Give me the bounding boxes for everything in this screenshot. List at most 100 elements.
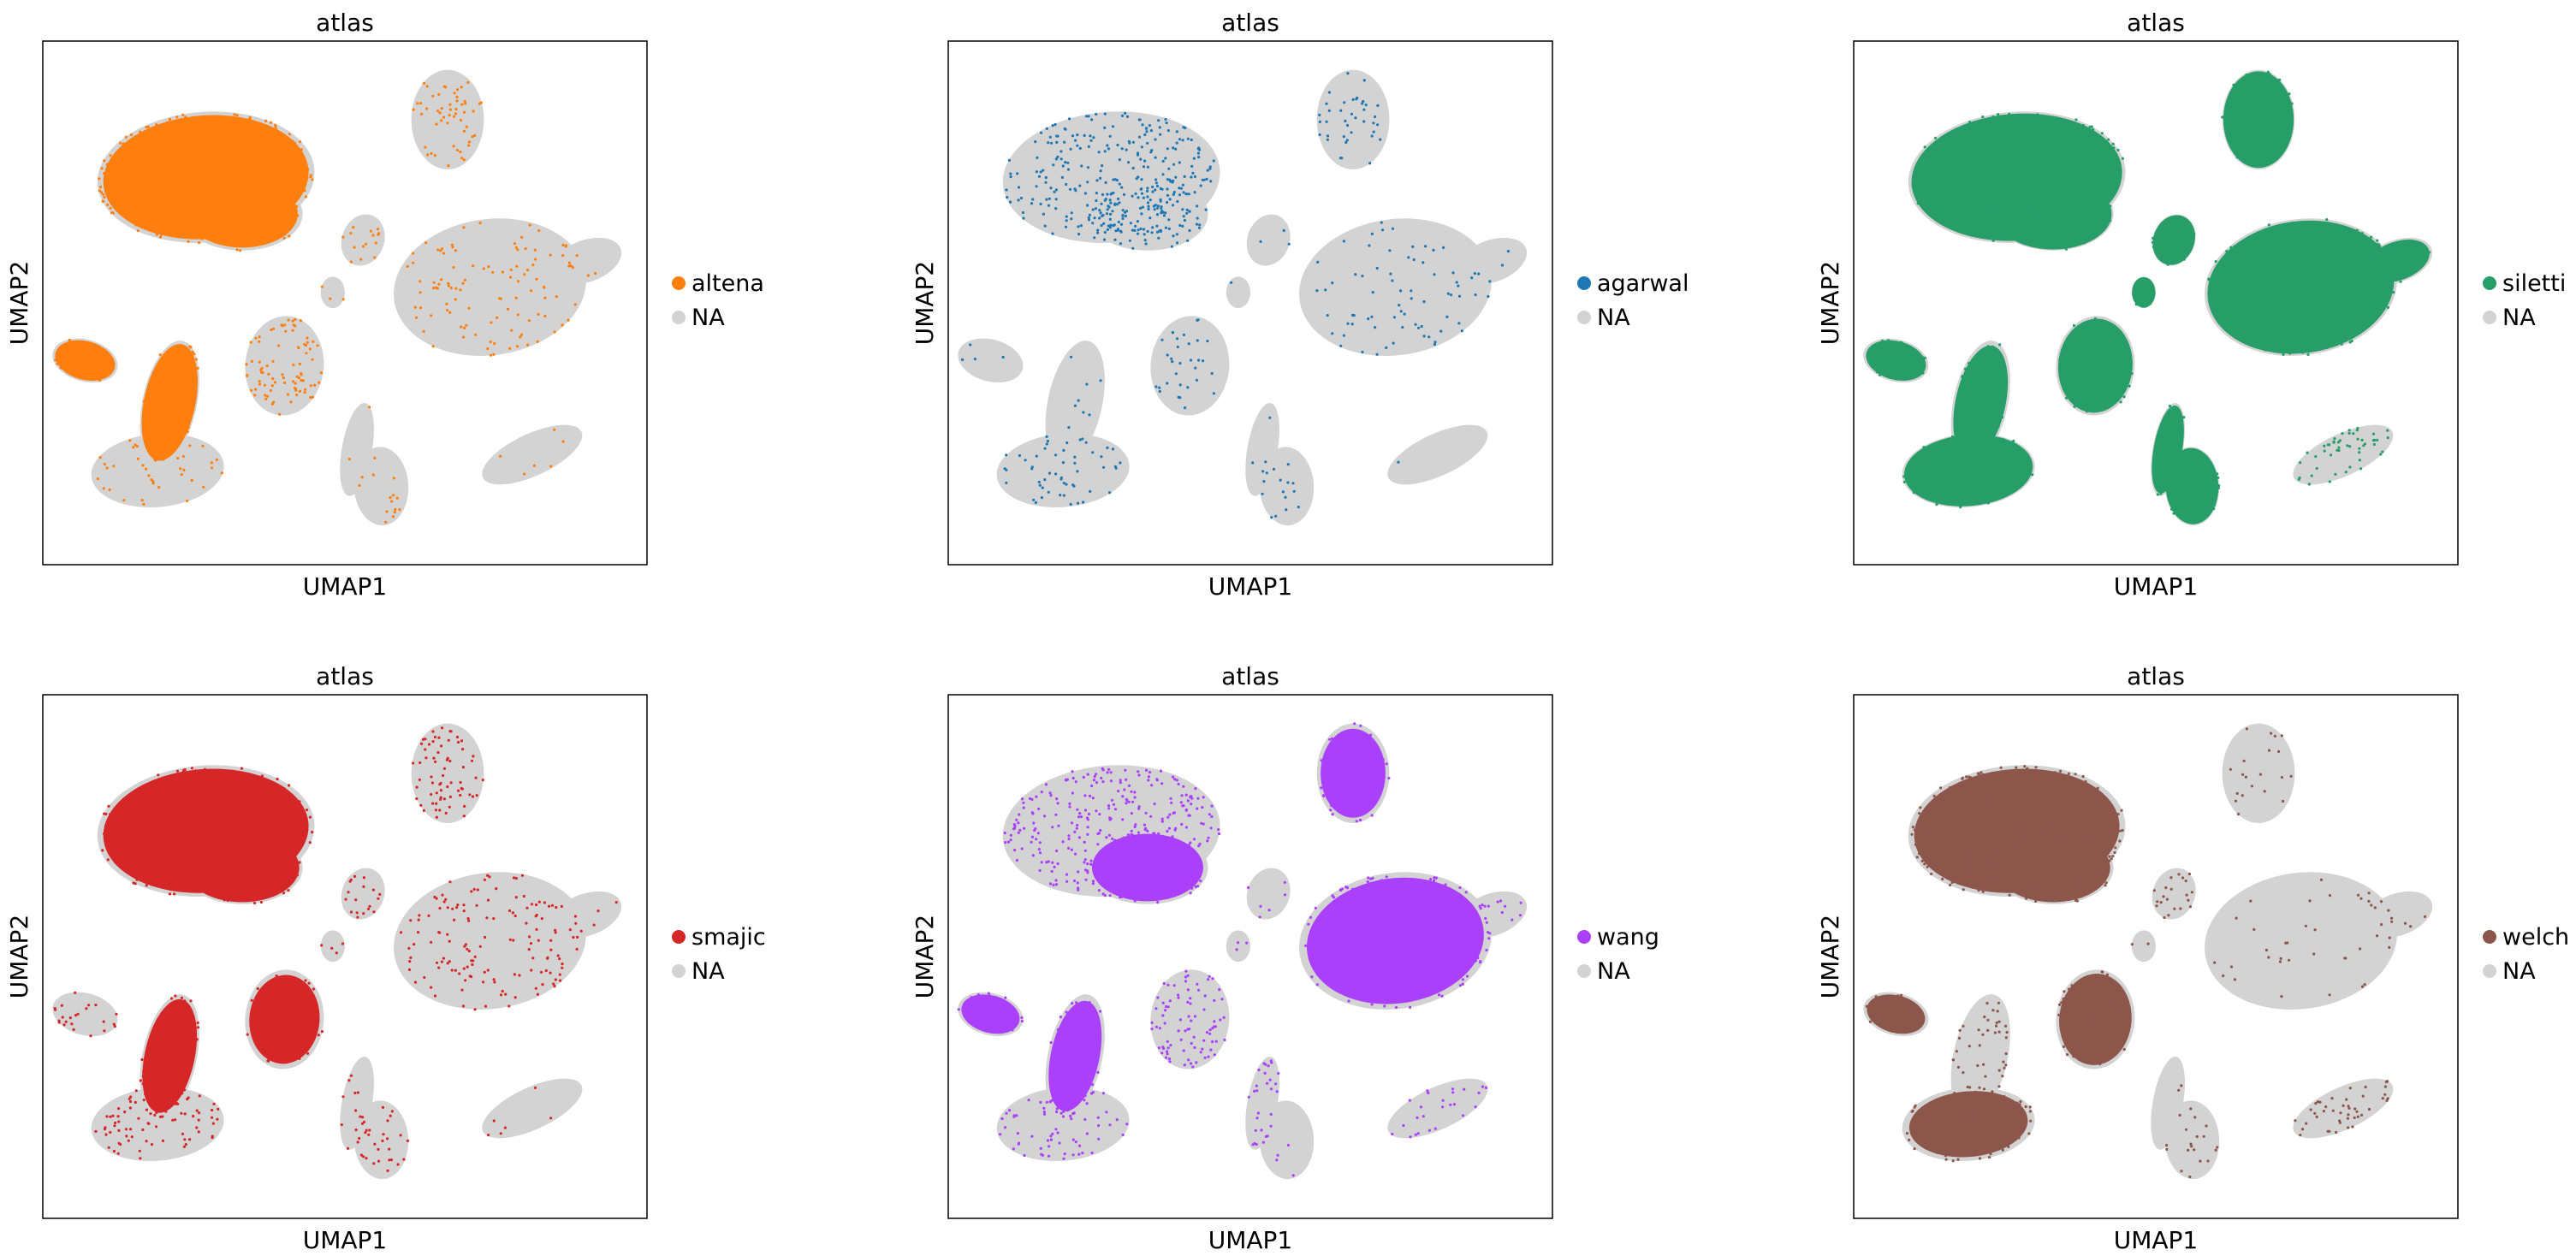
point [1086,204,1089,207]
point [1425,949,1428,952]
point [1922,179,1926,182]
point [1962,210,1965,213]
point [1966,459,1969,463]
point [2161,428,2165,431]
point [297,347,300,350]
point [555,905,558,909]
point [1447,948,1451,951]
point [1383,1004,1386,1008]
point [1454,945,1458,948]
point [389,495,392,500]
axes-frame [42,694,648,1219]
legend-marker [672,311,686,324]
point [1381,937,1385,940]
point [2324,289,2328,293]
point [1347,967,1350,970]
point [2346,444,2349,447]
point [1022,801,1025,804]
point [1355,958,1359,962]
point [523,472,526,476]
point [217,150,221,153]
point [2050,234,2053,237]
point [349,260,353,264]
cluster-highlight-2 [2207,220,2395,354]
point [1046,440,1049,443]
point [298,140,302,144]
point [1917,183,1920,187]
point [1127,784,1131,788]
point [2349,264,2353,267]
point [1091,882,1095,886]
point [1342,756,1345,760]
point [169,403,173,407]
point [2312,281,2316,285]
point [157,825,161,828]
point [111,190,115,193]
point [2314,455,2318,459]
point [1197,156,1201,159]
point [2075,199,2079,203]
point [1185,208,1189,211]
point [271,802,275,805]
point [1362,896,1366,899]
point [163,1023,167,1028]
point [110,839,114,843]
point [1922,467,1926,471]
point [2335,258,2338,262]
point [1912,175,1915,179]
point [2273,271,2276,275]
point [2187,232,2191,235]
point [1959,177,1962,181]
point [1343,967,1346,970]
point [1053,190,1056,193]
point [2123,376,2127,380]
point [1359,770,1362,773]
point [513,996,517,999]
point [259,809,263,813]
point [2175,475,2178,478]
point [1458,984,1462,987]
point [2003,366,2007,370]
point [408,960,412,963]
point [2300,254,2303,258]
point [1989,362,1992,365]
point [1153,803,1156,806]
point [2267,223,2270,227]
point [1420,324,1423,329]
point [482,981,485,984]
point [1114,466,1118,470]
point [1041,486,1044,489]
point [2003,116,2006,119]
point [1045,198,1048,201]
point [1196,807,1199,810]
point [2330,261,2334,264]
point [1439,942,1443,945]
point [273,224,276,228]
point [1921,356,1925,359]
point [223,811,226,815]
point [244,861,247,864]
point [1095,809,1098,813]
point [2034,145,2038,148]
point [1374,897,1378,900]
point [294,387,297,390]
point [2314,279,2318,282]
point [212,815,216,819]
point [2082,168,2086,171]
point [2399,254,2402,258]
point [1973,155,1976,158]
point [125,1135,128,1138]
point [2356,437,2359,441]
point [1352,933,1356,936]
point [1991,345,1994,348]
point [2376,239,2379,242]
point [152,876,156,880]
point [1341,812,1344,815]
point [483,970,486,974]
point [1117,790,1120,793]
point [294,1050,298,1053]
point [291,191,294,194]
point [362,912,365,915]
point [1396,995,1399,999]
point [1957,167,1962,170]
